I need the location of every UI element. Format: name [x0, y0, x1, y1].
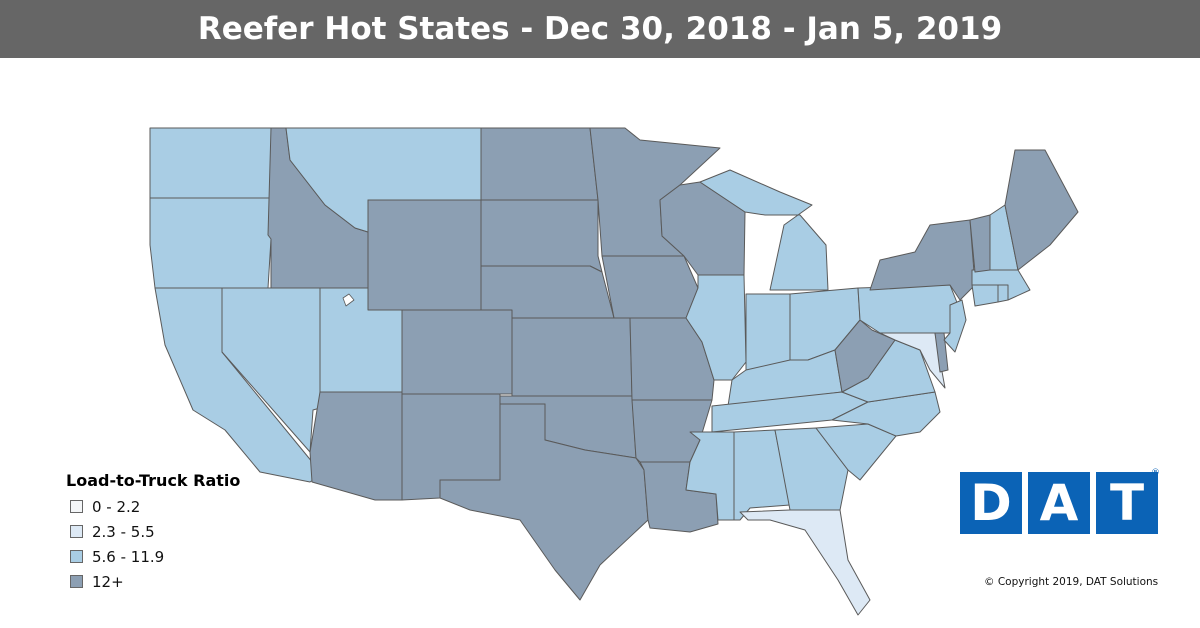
copyright-notice: © Copyright 2019, DAT Solutions [984, 576, 1159, 588]
title-bar: Reefer Hot States - Dec 30, 2018 - Jan 5… [0, 0, 1200, 58]
state-ia [601, 255, 699, 319]
legend-label: 0 - 2.2 [92, 497, 141, 516]
logo-letter-a: A [1028, 472, 1090, 534]
state-co [401, 309, 513, 395]
map-title: Reefer Hot States - Dec 30, 2018 - Jan 5… [197, 11, 1003, 47]
state-fl [739, 509, 871, 616]
legend-label: 5.6 - 11.9 [92, 547, 165, 566]
state-ri [997, 284, 1009, 303]
legend-label: 2.3 - 5.5 [92, 522, 155, 541]
registered-mark: ® [1151, 468, 1160, 478]
state-tx [439, 403, 649, 601]
legend: Load-to-Truck Ratio 0 - 2.2 2.3 - 5.5 5.… [66, 471, 240, 594]
state-sd [480, 199, 603, 273]
logo-letter-d: D [960, 472, 1022, 534]
legend-label: 12+ [92, 572, 124, 591]
logo-letter-t: T [1096, 472, 1158, 534]
state-wy [367, 199, 482, 311]
legend-swatch [70, 525, 83, 538]
state-or [149, 197, 272, 289]
state-nd [480, 127, 599, 201]
state-wa [149, 127, 272, 199]
state-sc [815, 423, 897, 481]
legend-swatch [70, 550, 83, 563]
state-ga [774, 427, 849, 511]
legend-title: Load-to-Truck Ratio [66, 471, 241, 490]
dat-logo: D A T ® [960, 468, 1160, 534]
state-ne [480, 265, 615, 319]
state-mi [699, 169, 829, 291]
state-az [309, 391, 403, 501]
legend-item: 5.6 - 11.9 [66, 544, 240, 569]
state-in [745, 293, 791, 371]
legend-item: 12+ [66, 569, 240, 594]
state-pa [857, 284, 959, 334]
great-salt-lake [342, 293, 355, 307]
legend-item: 0 - 2.2 [66, 494, 240, 519]
legend-swatch [70, 575, 83, 588]
state-nj [943, 299, 967, 353]
state-il [685, 274, 747, 381]
legend-swatch [70, 500, 83, 513]
legend-item: 2.3 - 5.5 [66, 519, 240, 544]
state-me [1004, 149, 1079, 271]
state-ks [511, 317, 633, 397]
state-ct [971, 284, 999, 307]
